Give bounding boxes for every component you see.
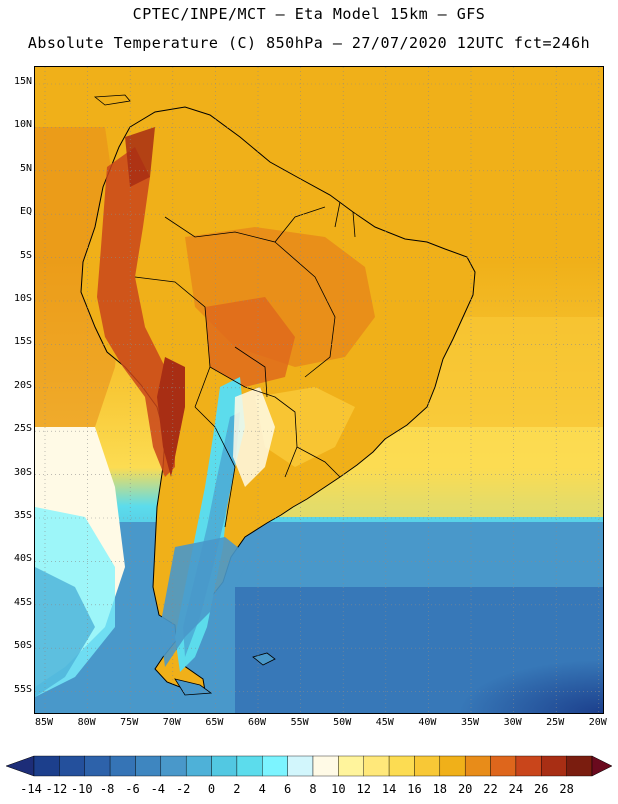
title-line-1: CPTEC/INPE/MCT – Eta Model 15km – GFS bbox=[132, 5, 486, 23]
colorbar-label: 16 bbox=[407, 782, 422, 796]
colorbar-label: -4 bbox=[150, 782, 166, 796]
south-east-deep bbox=[315, 607, 603, 713]
colorbar-cell bbox=[363, 755, 390, 777]
lon-label: 75W bbox=[120, 717, 139, 728]
map-svg bbox=[35, 67, 603, 713]
lat-label: 55S bbox=[13, 683, 32, 695]
colorbar-label: -12 bbox=[45, 782, 68, 796]
colorbar-label: -14 bbox=[20, 782, 42, 796]
colorbar-cell bbox=[59, 755, 85, 777]
lat-label: 20S bbox=[13, 379, 32, 391]
lat-label: 35S bbox=[13, 510, 32, 521]
lon-label: 50W bbox=[333, 717, 352, 728]
lon-label: 35W bbox=[460, 717, 480, 728]
lon-label: 70W bbox=[162, 717, 181, 728]
colorbar-cell bbox=[262, 755, 288, 777]
colorbar-label: -2 bbox=[175, 782, 191, 796]
lat-label: 5S bbox=[19, 249, 32, 261]
colorbar-label: -6 bbox=[125, 782, 140, 796]
colorbar-label: 28 bbox=[559, 782, 574, 796]
lat-label: 40S bbox=[13, 553, 32, 565]
colorbar-cell bbox=[185, 755, 212, 777]
colorbar bbox=[0, 752, 618, 800]
colorbar-cell bbox=[414, 755, 441, 777]
title-line-2: Absolute Temperature (C) 850hPa – 27/07/… bbox=[27, 34, 591, 52]
colorbar-label: -8 bbox=[99, 782, 115, 796]
colorbar-cell bbox=[160, 755, 187, 777]
colorbar-label: 8 bbox=[309, 782, 317, 796]
lat-label: 15N bbox=[13, 76, 32, 87]
colorbar-svg bbox=[5, 755, 613, 777]
colorbar-label: 2 bbox=[233, 782, 241, 796]
colorbar-cell bbox=[287, 755, 314, 777]
caribbean-islands bbox=[93, 94, 131, 106]
pampas-pale bbox=[233, 387, 275, 487]
colorbar-label: 14 bbox=[381, 782, 397, 796]
colorbar-label: 0 bbox=[207, 782, 216, 796]
colorbar-label: 20 bbox=[457, 782, 473, 796]
colorbar-cell bbox=[33, 755, 60, 777]
colorbar-label: 6 bbox=[284, 782, 292, 796]
lat-label: EQ bbox=[19, 206, 32, 218]
colorbar-cell bbox=[338, 755, 364, 777]
colorbar-label: 12 bbox=[356, 782, 371, 796]
colorbar-cell bbox=[109, 755, 136, 777]
lat-label: 5N bbox=[19, 162, 32, 174]
colorbar-label: 10 bbox=[331, 782, 346, 796]
northern-hot-spot bbox=[125, 127, 155, 187]
colorbar-cell bbox=[135, 755, 162, 777]
lon-label: 45W bbox=[375, 717, 394, 728]
lat-label: 45S bbox=[13, 596, 32, 608]
lat-label: 30S bbox=[13, 466, 32, 478]
patagonia-cold bbox=[160, 537, 250, 667]
pacific-blue-tongue bbox=[35, 567, 95, 697]
national-borders bbox=[134, 201, 356, 528]
lat-label: 50S bbox=[13, 640, 32, 652]
colorbar-low-arrow bbox=[5, 755, 35, 777]
colorbar-cell bbox=[541, 755, 567, 777]
colorbar-label: 26 bbox=[534, 782, 549, 796]
lon-label: 60W bbox=[247, 717, 267, 728]
lon-label: 55W bbox=[290, 717, 309, 728]
colorbar-label: 18 bbox=[432, 782, 448, 796]
lon-label: 65W bbox=[205, 717, 224, 728]
lat-label: 10S bbox=[13, 293, 32, 304]
colorbar-cell bbox=[388, 755, 415, 777]
lon-label: 40W bbox=[418, 717, 437, 728]
temperature-map bbox=[34, 66, 604, 714]
colorbar-label: -10 bbox=[70, 782, 93, 796]
colorbar-cell bbox=[312, 755, 339, 777]
colorbar-cell bbox=[211, 755, 238, 777]
colorbar-label: 4 bbox=[258, 782, 266, 796]
colorbar-cell bbox=[84, 755, 111, 777]
colorbar-cell bbox=[515, 755, 542, 777]
lat-lon-grid bbox=[35, 67, 603, 713]
lon-label: 85W bbox=[34, 717, 54, 728]
tierra-del-fuego bbox=[174, 678, 213, 696]
andes-peak-strip bbox=[157, 357, 185, 477]
colorbar-cell bbox=[464, 755, 491, 777]
lon-label: 25W bbox=[546, 717, 565, 728]
colorbar-high-arrow bbox=[591, 755, 613, 777]
colorbar-cell bbox=[566, 755, 593, 777]
lon-label: 20W bbox=[588, 717, 607, 728]
colorbar-cell bbox=[490, 755, 517, 777]
colorbar-label: 22 bbox=[483, 782, 498, 796]
lon-label: 30W bbox=[503, 717, 522, 728]
lon-label: 80W bbox=[77, 717, 96, 728]
falkland-islands bbox=[252, 652, 276, 666]
brazil-se-yellow bbox=[255, 387, 355, 467]
lat-label: 10N bbox=[13, 119, 32, 131]
chaco-hot-region bbox=[205, 297, 295, 387]
colorbar-cell bbox=[236, 755, 263, 777]
lat-label: 15S bbox=[13, 336, 32, 348]
colorbar-label: 24 bbox=[508, 782, 524, 796]
colorbar-cell bbox=[439, 755, 466, 777]
lat-label: 25S bbox=[13, 423, 32, 435]
